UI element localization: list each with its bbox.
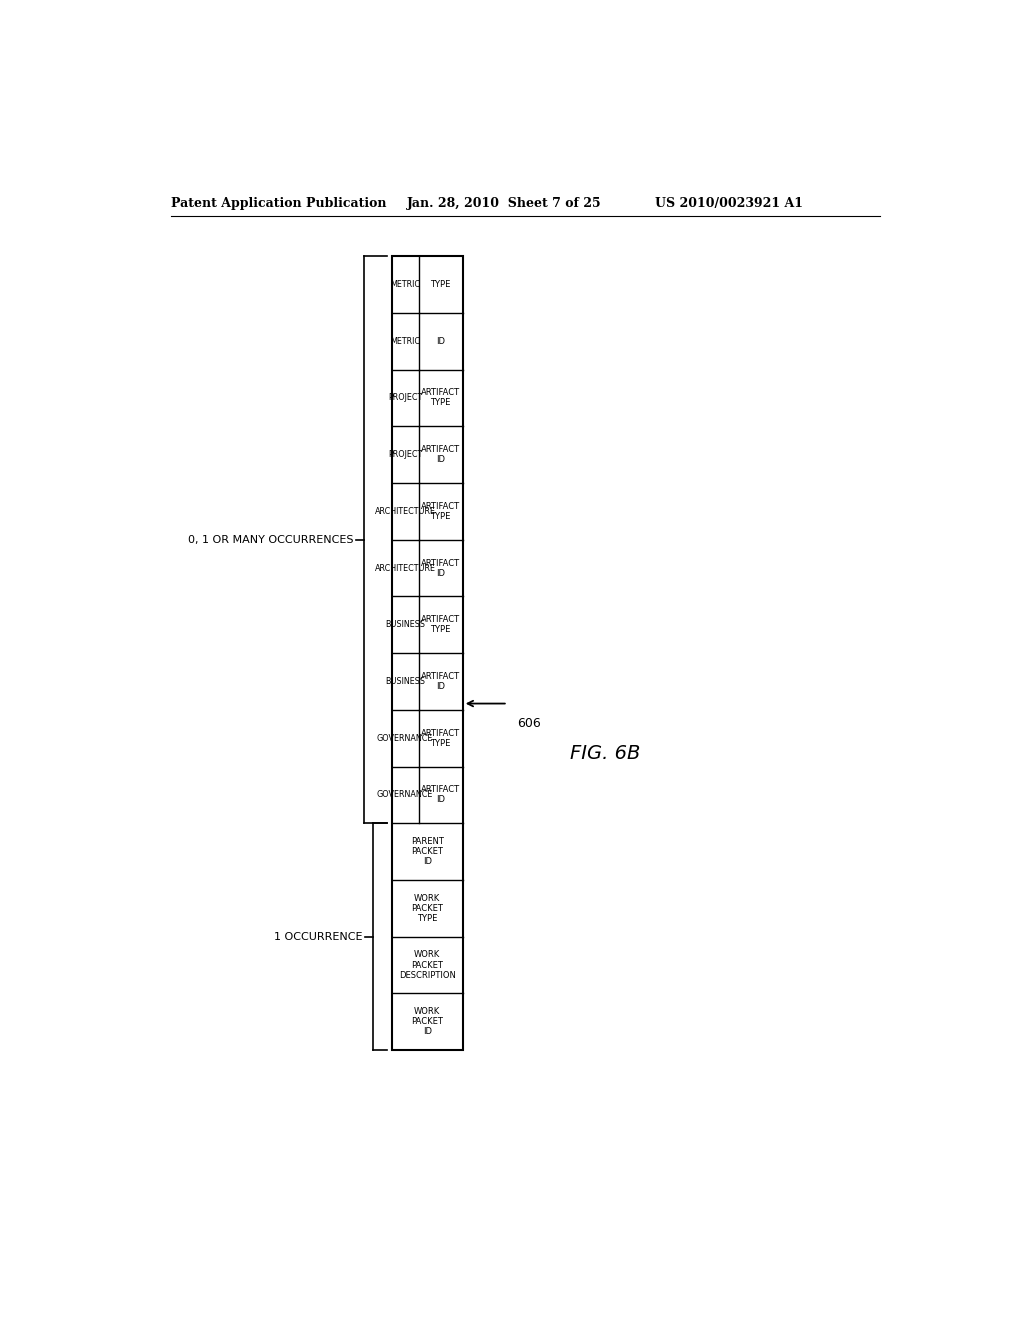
Text: ID: ID	[436, 337, 445, 346]
Text: FIG. 6B: FIG. 6B	[569, 743, 640, 763]
Text: ARTIFACT
TYPE: ARTIFACT TYPE	[421, 615, 460, 635]
Text: GOVERNANCE: GOVERNANCE	[377, 734, 433, 743]
Text: 0, 1 OR MANY OCCURRENCES: 0, 1 OR MANY OCCURRENCES	[188, 535, 353, 545]
Text: PARENT
PACKET
ID: PARENT PACKET ID	[411, 837, 443, 866]
Text: PROJECT: PROJECT	[388, 450, 422, 459]
Text: TYPE: TYPE	[430, 280, 451, 289]
Text: WORK
PACKET
TYPE: WORK PACKET TYPE	[412, 894, 443, 923]
Bar	[391, 256, 463, 1051]
Text: ARCHITECTURE: ARCHITECTURE	[375, 564, 435, 573]
Text: ARTIFACT
ID: ARTIFACT ID	[421, 445, 460, 465]
Text: ARTIFACT
TYPE: ARTIFACT TYPE	[421, 729, 460, 747]
Text: ARCHITECTURE: ARCHITECTURE	[375, 507, 435, 516]
Text: BUSINESS: BUSINESS	[385, 677, 425, 686]
Text: ARTIFACT
ID: ARTIFACT ID	[421, 672, 460, 690]
Text: US 2010/0023921 A1: US 2010/0023921 A1	[655, 197, 803, 210]
Text: BUSINESS: BUSINESS	[385, 620, 425, 630]
Text: ARTIFACT
TYPE: ARTIFACT TYPE	[421, 388, 460, 408]
Text: METRIC: METRIC	[390, 280, 420, 289]
Text: GOVERNANCE: GOVERNANCE	[377, 791, 433, 800]
Text: METRIC: METRIC	[390, 337, 420, 346]
Text: 1 OCCURRENCE: 1 OCCURRENCE	[274, 932, 362, 941]
Text: ARTIFACT
ID: ARTIFACT ID	[421, 558, 460, 578]
Text: Jan. 28, 2010  Sheet 7 of 25: Jan. 28, 2010 Sheet 7 of 25	[407, 197, 602, 210]
Text: PROJECT: PROJECT	[388, 393, 422, 403]
Text: ARTIFACT
ID: ARTIFACT ID	[421, 785, 460, 804]
Text: WORK
PACKET
ID: WORK PACKET ID	[412, 1007, 443, 1036]
Text: ARTIFACT
TYPE: ARTIFACT TYPE	[421, 502, 460, 521]
Text: Patent Application Publication: Patent Application Publication	[171, 197, 386, 210]
Text: 606: 606	[517, 717, 541, 730]
Text: WORK
PACKET
DESCRIPTION: WORK PACKET DESCRIPTION	[398, 950, 456, 979]
